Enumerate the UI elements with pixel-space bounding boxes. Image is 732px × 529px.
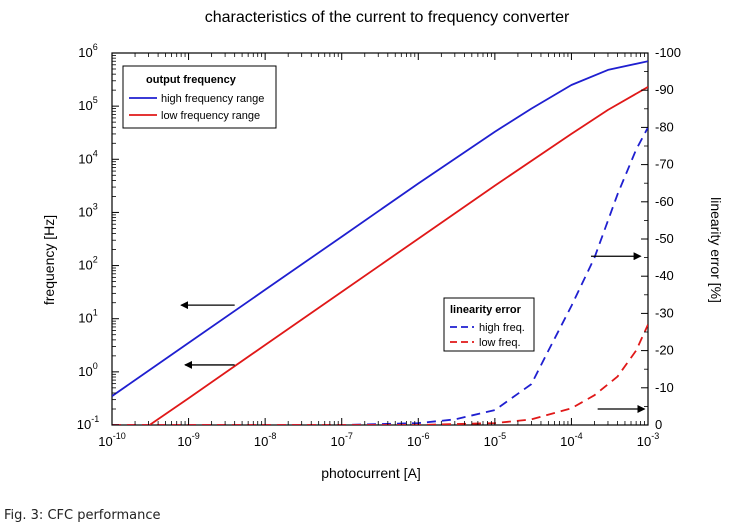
x-tick-label: 10-4 — [560, 431, 582, 449]
figure-caption: Fig. 3: CFC performance — [4, 508, 161, 523]
y-tick-label: 106 — [78, 42, 97, 60]
y2-tick-label: -40 — [655, 268, 674, 283]
x-tick-label: 10-7 — [330, 431, 352, 449]
x-tick-label: 10-8 — [254, 431, 276, 449]
y2-tick-label: -100 — [655, 45, 681, 60]
y-tick-label: 101 — [78, 308, 97, 326]
y2-tick-label: -20 — [655, 343, 674, 358]
series-line-1 — [112, 60, 648, 397]
y-tick-label: 105 — [78, 95, 97, 113]
legend-linearity-error — [443, 297, 535, 352]
y-tick-label: 10-1 — [77, 414, 99, 432]
chart-title: characteristics of the current to freque… — [205, 9, 570, 26]
series-line-3 — [112, 126, 648, 425]
series-line-4 — [112, 324, 648, 425]
x-tick-label: 10-6 — [407, 431, 429, 449]
x-tick-label: 10-5 — [484, 431, 506, 449]
chart: characteristics of the current to freque… — [41, 9, 724, 481]
legend-output-title: output frequency — [146, 74, 237, 86]
x-tick-label: 10-10 — [98, 431, 125, 449]
y-tick-label: 103 — [78, 201, 97, 219]
y2-axis-label: linearity error [%] — [708, 197, 724, 303]
y2-tick-label: -60 — [655, 194, 674, 209]
y-tick-label: 104 — [78, 148, 97, 166]
legend-output-frequency — [122, 65, 277, 129]
y2-tick-label: -70 — [655, 157, 674, 172]
legend-entry-label: low frequency range — [161, 110, 260, 122]
x-axis-label: photocurrent [A] — [321, 465, 421, 481]
legend-error-title: linearity error — [450, 304, 522, 316]
arrows-group — [180, 252, 646, 414]
y2-tick-label: -80 — [655, 119, 674, 134]
series-line-2 — [149, 86, 648, 425]
legend-entry-label: high frequency range — [161, 93, 264, 105]
y2-tick-label: 0 — [655, 417, 662, 432]
y-tick-label: 100 — [78, 361, 97, 379]
axes-group: 10-10 10-9 10-8 10-7 10-6 10-5 10-4 10-3 10-1 100… — [77, 42, 681, 449]
series-group — [112, 60, 648, 425]
x-tick-label: 10-3 — [637, 431, 659, 449]
y2-tick-label: -10 — [655, 380, 674, 395]
y2-tick-label: -90 — [655, 82, 674, 97]
y-axis-label: frequency [Hz] — [41, 215, 57, 305]
y2-tick-label: -50 — [655, 231, 674, 246]
x-tick-label: 10-9 — [177, 431, 199, 449]
legend-entry-label: low freq. — [479, 337, 521, 349]
y-tick-label: 102 — [78, 255, 97, 273]
legends-group: output frequency high frequency range low … — [122, 65, 535, 352]
legend-entry-label: high freq. — [479, 322, 525, 334]
y2-tick-label: -30 — [655, 305, 674, 320]
